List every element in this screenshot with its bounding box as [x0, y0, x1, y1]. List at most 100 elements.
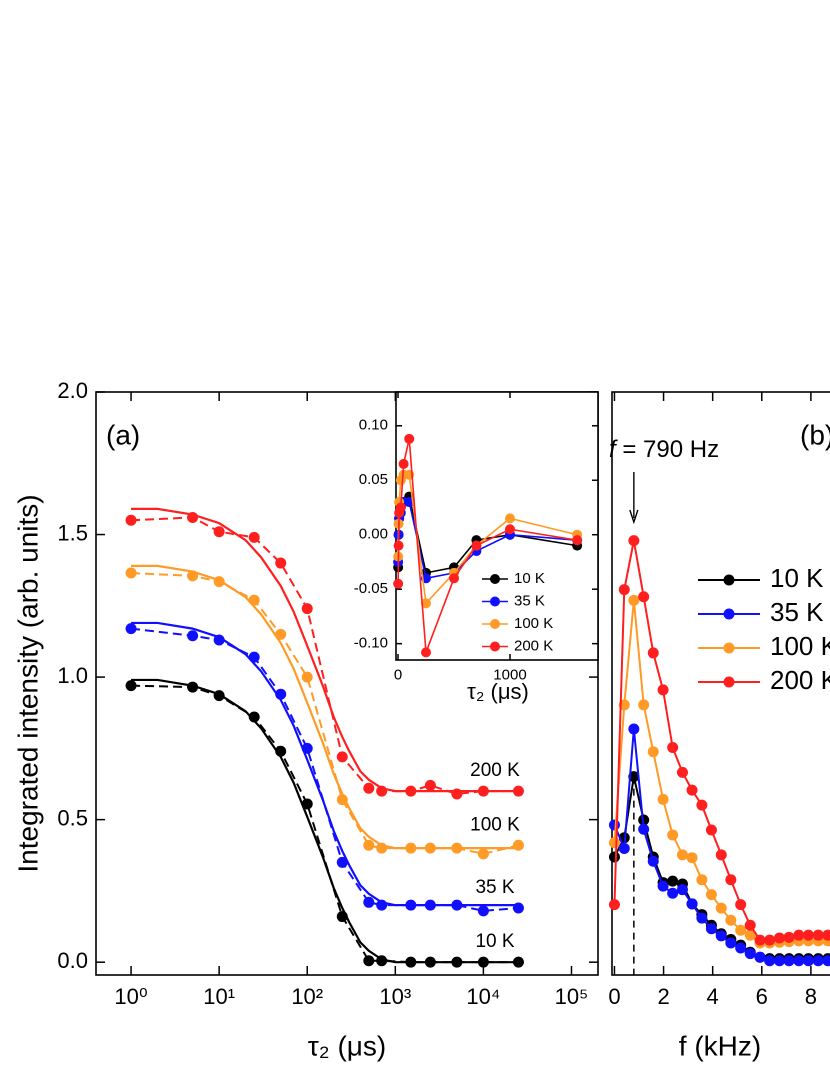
data-point: [213, 634, 225, 646]
data-point: [393, 578, 404, 589]
fit-line: [131, 621, 519, 907]
data-point: [676, 849, 688, 861]
data-point: [647, 647, 659, 659]
legend-label: 35 K: [514, 592, 545, 609]
legend-label: 100 K: [514, 615, 553, 632]
data-point: [248, 594, 260, 606]
plot-frame: [395, 391, 599, 661]
data-point: [451, 899, 463, 911]
data-point: [187, 630, 199, 642]
data-point: [628, 535, 640, 547]
data-point: [754, 934, 766, 946]
data-point: [812, 929, 824, 941]
data-point: [802, 955, 814, 967]
data-point: [471, 540, 482, 551]
y-tick-label: -0.10: [354, 635, 388, 652]
data-point: [744, 919, 756, 931]
legend-marker: [490, 574, 500, 584]
panel-label: (b): [800, 419, 830, 450]
data-point: [512, 839, 524, 851]
data-point: [125, 623, 137, 635]
data-point: [301, 671, 313, 683]
x-axis-title: τ₂ (μs): [467, 679, 529, 704]
y-tick-label: 0.05: [359, 471, 388, 488]
data-point: [686, 784, 698, 796]
data-point: [696, 874, 708, 886]
data-point: [657, 793, 669, 805]
plot-frame: [611, 391, 830, 976]
data-point: [764, 955, 776, 967]
data-point: [398, 458, 409, 469]
data-point: [213, 690, 225, 702]
data-point: [618, 584, 630, 596]
y-tick-label: 1.5: [57, 520, 88, 545]
data-point: [395, 502, 406, 513]
data-point: [187, 681, 199, 693]
data-point: [363, 955, 375, 967]
data-point: [783, 931, 795, 943]
data-point: [405, 842, 417, 854]
data-point: [248, 531, 260, 543]
data-point: [744, 948, 756, 960]
annotation-text: = 790 Hz: [616, 436, 719, 463]
data-point: [725, 914, 737, 926]
data-point: [628, 723, 640, 735]
data-point: [404, 433, 415, 444]
data-point: [405, 899, 417, 911]
data-point: [608, 837, 620, 849]
data-point: [405, 785, 417, 797]
y-tick-label: 0.5: [57, 805, 88, 830]
data-point: [405, 956, 417, 968]
legend-marker: [723, 608, 735, 620]
data-point: [424, 779, 436, 791]
x-tick-label: 1000: [493, 667, 526, 684]
data-point: [676, 884, 688, 896]
annotation: f = 790 Hz: [609, 436, 719, 463]
data-point: [638, 591, 650, 603]
data-point: [667, 741, 679, 753]
data-point: [715, 849, 727, 861]
data-point: [275, 688, 287, 700]
data-point: [376, 785, 388, 797]
x-tick-label: 4: [707, 984, 719, 1009]
fit-line: [131, 507, 519, 793]
data-point: [822, 955, 830, 967]
y-tick-label: 0.10: [359, 417, 388, 434]
data-point: [628, 594, 640, 606]
data-point: [812, 955, 824, 967]
data-point: [125, 514, 137, 526]
legend-label: 10 K: [514, 570, 545, 587]
series-label: 35 K: [475, 877, 514, 898]
data-point: [449, 573, 460, 584]
legend-marker: [723, 676, 735, 688]
data-point: [638, 699, 650, 711]
data-point: [213, 576, 225, 588]
data-point: [504, 513, 515, 524]
data-point: [608, 851, 620, 863]
annotation-symbol: f: [609, 436, 618, 463]
series-label: 10 K: [475, 931, 514, 952]
data-point: [376, 899, 388, 911]
legend-label: 200 K: [514, 637, 553, 654]
data-point: [773, 955, 785, 967]
x-axis-title: f (kHz): [679, 1030, 761, 1061]
data-point: [336, 856, 348, 868]
data-point: [793, 955, 805, 967]
series-label: 200 K: [470, 760, 520, 781]
data-point: [301, 798, 313, 810]
y-tick-label: -0.05: [354, 580, 388, 597]
data-point: [424, 842, 436, 854]
data-point: [705, 889, 717, 901]
data-point: [725, 937, 737, 949]
legend-label: 10 K: [770, 563, 824, 593]
data-point: [735, 924, 747, 936]
series-label: 100 K: [470, 814, 520, 835]
data-point: [477, 956, 489, 968]
data-point: [451, 842, 463, 854]
data-point: [125, 567, 137, 579]
data-point: [764, 934, 776, 946]
data-point: [376, 955, 388, 967]
data-point: [705, 923, 717, 935]
